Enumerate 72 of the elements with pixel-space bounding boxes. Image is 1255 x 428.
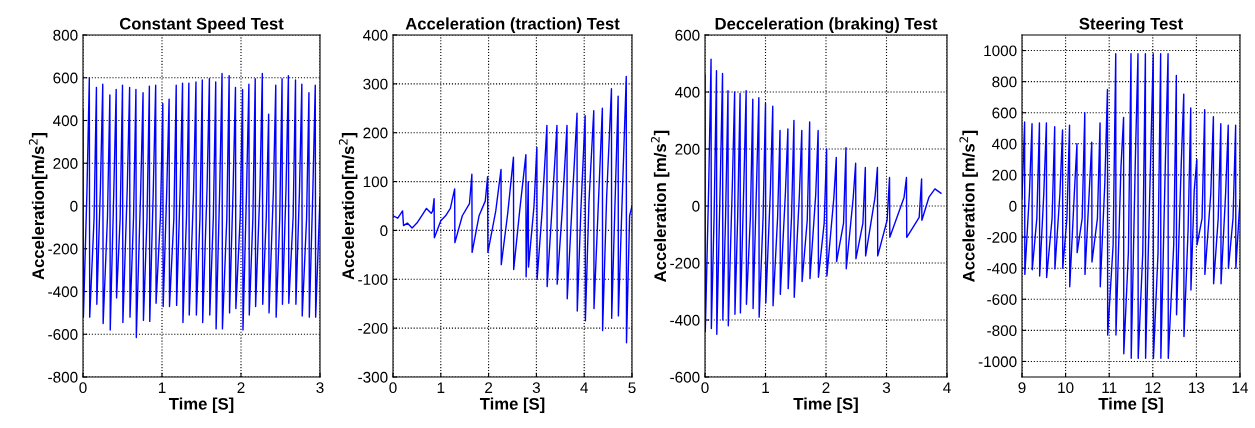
- x-tick-label: 1: [437, 382, 445, 393]
- y-tick-label: 1000: [984, 45, 1017, 57]
- y-axis-title: Acceleration[m/s$^{2}$]: [28, 133, 48, 280]
- y-axis-title: Acceleration[m/s$^{2}$]: [338, 133, 358, 280]
- y-tick-label: -100: [358, 274, 388, 285]
- y-tick-label: -600: [48, 329, 78, 340]
- x-axis-title: Time [S]: [1098, 397, 1163, 414]
- x-tick-label: 2: [237, 382, 245, 393]
- y-tick-label: 0: [692, 200, 700, 212]
- y-tick-label: 200: [363, 127, 388, 139]
- x-tick-label: 14: [1232, 382, 1249, 393]
- x-tick-label: 1: [158, 382, 166, 393]
- x-tick-label: 13: [1189, 382, 1205, 394]
- x-tick-label: 0: [79, 382, 87, 394]
- y-tick-label: 800: [992, 76, 1017, 88]
- y-tick-label: 400: [675, 86, 700, 98]
- y-tick-label: -600: [670, 371, 700, 383]
- x-tick-label: 2: [822, 382, 830, 393]
- y-tick-label: -400: [987, 263, 1017, 274]
- y-tick-label: 200: [53, 158, 78, 169]
- y-tick-label: -200: [670, 257, 700, 269]
- y-tick-label: 200: [675, 143, 700, 155]
- x-axis-title: Time [S]: [793, 397, 858, 414]
- x-tick-label: 0: [389, 382, 397, 394]
- y-tick-label: -200: [48, 243, 78, 255]
- x-tick-label: 3: [882, 382, 891, 394]
- x-tick-label: 4: [580, 382, 588, 393]
- x-axis-title: Time [S]: [479, 397, 545, 414]
- y-tick-label: 200: [992, 169, 1017, 181]
- line-series: [393, 75, 632, 344]
- y-tick-label: 400: [992, 138, 1017, 150]
- y-tick-label: 300: [363, 78, 388, 90]
- x-tick-label: 1: [762, 382, 769, 393]
- y-axis-title: Acceleration [m/s$^{2}$]: [650, 130, 670, 282]
- y-tick-label: -200: [987, 231, 1017, 243]
- line-series: [1022, 52, 1240, 360]
- chart-title: Acceleration (traction) Test: [405, 17, 620, 33]
- y-tick-label: -400: [48, 286, 78, 298]
- y-tick-label: 100: [363, 176, 388, 188]
- y-tick-label: -300: [358, 371, 388, 383]
- y-tick-label: 0: [1009, 200, 1017, 212]
- x-tick-label: 2: [485, 382, 493, 393]
- line-series: [705, 58, 942, 335]
- x-tick-label: 5: [628, 382, 636, 394]
- y-tick-label: 600: [675, 29, 700, 41]
- y-tick-label: 0: [380, 225, 388, 237]
- x-tick-label: 3: [532, 382, 540, 394]
- chart-title: Steering Test: [1079, 17, 1183, 33]
- y-tick-label: 400: [363, 29, 388, 41]
- y-tick-label: 800: [53, 29, 78, 41]
- x-tick-label: 3: [316, 382, 324, 394]
- x-tick-label: 0: [701, 382, 709, 394]
- y-axis-title: Acceleration [m/s$^{2}$]: [959, 130, 978, 282]
- y-tick-label: -800: [987, 325, 1017, 337]
- x-tick-label: 11: [1102, 382, 1117, 393]
- x-axis-title: Time [S]: [168, 397, 234, 414]
- y-tick-label: -1000: [978, 356, 1017, 368]
- chart-title: Decceleration (braking) Test: [715, 17, 938, 33]
- y-tick-label: -600: [987, 294, 1017, 305]
- y-tick-label: -200: [358, 323, 388, 334]
- x-tick-label: 9: [1018, 382, 1026, 394]
- x-tick-label: 10: [1058, 382, 1074, 394]
- y-tick-label: -400: [670, 314, 700, 326]
- y-tick-label: 600: [992, 107, 1017, 119]
- y-tick-label: 400: [53, 115, 78, 127]
- chart-title: Constant Speed Test: [119, 17, 284, 33]
- y-tick-label: -800: [48, 371, 78, 383]
- x-tick-label: 12: [1145, 382, 1161, 393]
- x-tick-label: 4: [943, 382, 951, 393]
- y-tick-label: 600: [53, 72, 78, 84]
- line-series: [83, 72, 320, 339]
- y-tick-label: 0: [70, 200, 78, 212]
